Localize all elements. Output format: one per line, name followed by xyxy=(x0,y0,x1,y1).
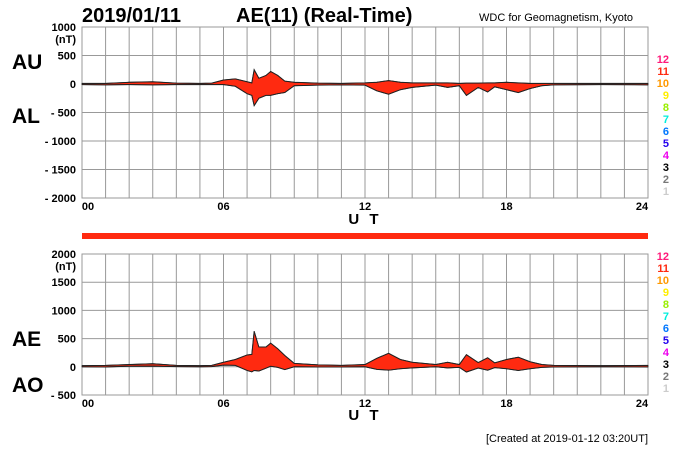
series-label-ae: AE xyxy=(12,328,41,351)
x-axis-label: U T xyxy=(348,211,381,228)
y-tick-label: 0 xyxy=(70,362,76,374)
station-count-legend-item: 5 xyxy=(663,335,669,347)
station-count-legend-item: 5 xyxy=(663,138,669,150)
station-count-legend-item: 9 xyxy=(663,287,669,299)
x-tick-label: 12 xyxy=(359,398,371,410)
station-count-legend-item: 10 xyxy=(657,275,669,287)
station-count-legend-item: 12 xyxy=(657,251,669,263)
series-line-ae xyxy=(81,331,649,367)
station-count-legend-item: 8 xyxy=(663,299,669,311)
station-count-legend-item: 10 xyxy=(657,78,669,90)
plot-date: 2019/01/11 xyxy=(82,5,181,27)
y-tick-label: - 2000 xyxy=(45,193,76,205)
x-tick-label: 06 xyxy=(217,398,229,410)
y-axis-unit: (nT) xyxy=(55,261,76,273)
y-tick-label: - 500 xyxy=(51,108,76,120)
x-tick-label: 12 xyxy=(359,201,371,213)
station-count-legend-item: 3 xyxy=(663,162,669,174)
x-tick-label: 00 xyxy=(82,201,94,213)
series-line-au xyxy=(82,68,648,84)
x-tick-label: 18 xyxy=(500,398,512,410)
y-tick-label: - 1500 xyxy=(45,165,76,177)
series-label-au: AU xyxy=(12,51,42,74)
station-count-legend-item: 2 xyxy=(663,371,669,383)
series-line-al xyxy=(81,84,649,107)
station-count-legend-item: 1 xyxy=(663,383,669,395)
x-tick-label: 06 xyxy=(217,201,229,213)
station-count-legend-item: 2 xyxy=(663,174,669,186)
y-tick-label: 1000 xyxy=(52,22,76,34)
source-label: WDC for Geomagnetism, Kyoto xyxy=(479,12,633,24)
y-axis-unit: (nT) xyxy=(55,34,76,46)
station-count-legend-item: 8 xyxy=(663,102,669,114)
station-count-legend-item: 7 xyxy=(663,114,669,126)
series-label-al: AL xyxy=(12,105,40,128)
station-count-legend-item: 7 xyxy=(663,311,669,323)
y-tick-label: 0 xyxy=(70,79,76,91)
y-tick-label: 1500 xyxy=(52,277,76,289)
y-tick-label: 2000 xyxy=(52,249,76,261)
x-tick-label: 24 xyxy=(636,398,649,410)
created-timestamp: [Created at 2019-01-12 03:20UT] xyxy=(486,433,648,445)
station-count-legend-item: 6 xyxy=(663,323,669,335)
plot-title: AE(11) (Real-Time) xyxy=(236,5,412,27)
y-tick-label: 500 xyxy=(58,334,76,346)
station-count-legend-item: 4 xyxy=(663,150,670,162)
x-axis-label: U T xyxy=(348,407,381,424)
station-count-legend-item: 4 xyxy=(663,347,670,359)
y-tick-label: - 500 xyxy=(51,390,76,402)
y-tick-label: 500 xyxy=(58,51,76,63)
y-tick-label: - 1000 xyxy=(45,136,76,148)
station-count-legend-item: 9 xyxy=(663,90,669,102)
station-count-legend-item: 12 xyxy=(657,54,669,66)
data-coverage-bar xyxy=(82,233,648,239)
x-tick-label: 24 xyxy=(636,201,649,213)
series-label-ao: AO xyxy=(12,374,44,397)
panel-au-al: 1000 500 0 - 500 - 1000 - 1500 - 2000 (nT) 00 06 1… xyxy=(12,22,670,228)
station-count-legend-item: 6 xyxy=(663,126,669,138)
station-count-legend-item: 1 xyxy=(663,186,669,198)
y-tick-label: 1000 xyxy=(52,305,76,317)
x-tick-label: 00 xyxy=(82,398,94,410)
series-line-ao xyxy=(81,364,649,373)
station-count-legend-item: 11 xyxy=(657,66,669,78)
station-count-legend-item: 3 xyxy=(663,359,669,371)
station-count-legend-item: 11 xyxy=(657,263,669,275)
x-tick-label: 18 xyxy=(500,201,512,213)
